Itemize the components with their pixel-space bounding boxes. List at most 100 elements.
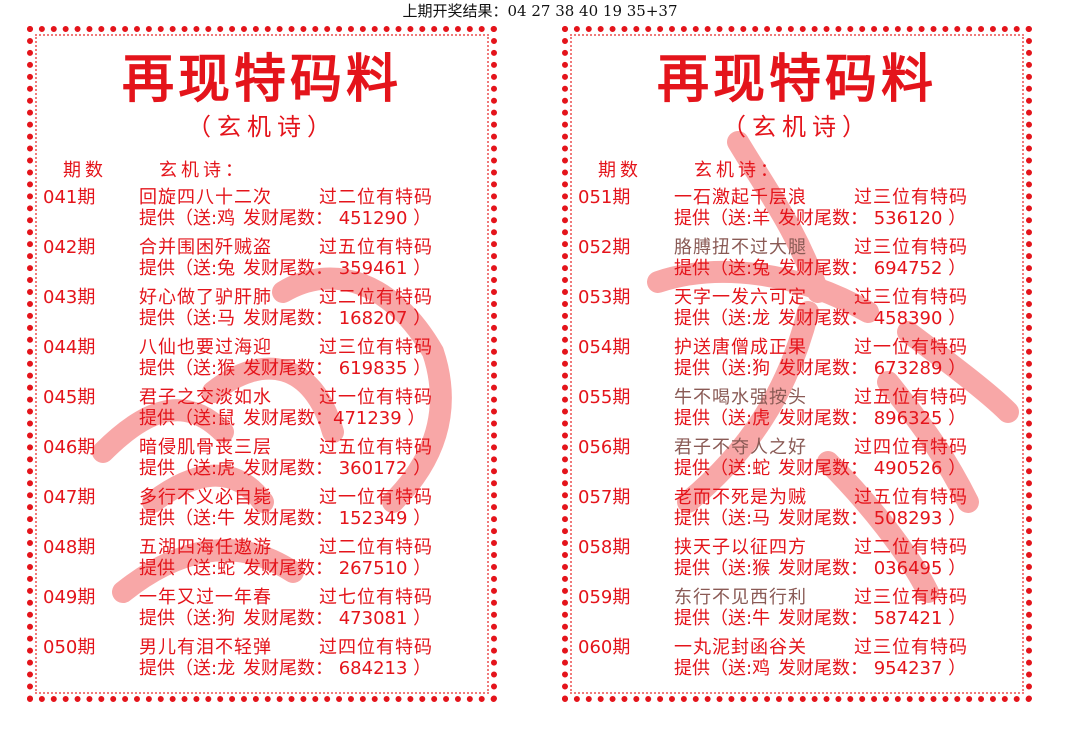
zodiac: 提供（送:马 — [139, 308, 236, 329]
list-item: 050期 男儿有泪不轻弹 过四位有特码 提供（送:龙 发财尾数： 684213 ） — [43, 638, 487, 688]
zodiac: 提供（送:马 — [674, 508, 771, 529]
period: 055期 — [578, 387, 631, 408]
zodiac: 提供（送:狗 — [139, 608, 236, 629]
poem: 八仙也要过海迎 — [139, 337, 272, 358]
hint: 过五位有特码 — [854, 487, 968, 508]
poem-header: 玄机诗： — [694, 160, 782, 181]
tail-numbers: 发财尾数： 490526 ） — [778, 458, 967, 479]
hint: 过五位有特码 — [854, 387, 968, 408]
hint: 过五位有特码 — [319, 437, 433, 458]
period: 041期 — [43, 187, 96, 208]
poem: 回旋四八十二次 — [139, 187, 272, 208]
zodiac: 提供（送:蛇 — [139, 558, 236, 579]
hint: 过七位有特码 — [319, 587, 433, 608]
hint: 过二位有特码 — [319, 187, 433, 208]
hint: 过三位有特码 — [854, 187, 968, 208]
poem: 东行不见西行利 — [674, 587, 807, 608]
hint: 过三位有特码 — [854, 237, 968, 258]
poem: 挟天子以征四方 — [674, 537, 807, 558]
zodiac: 提供（送:狗 — [674, 358, 771, 379]
zodiac: 提供（送:兔 — [139, 258, 236, 279]
zodiac: 提供（送:虎 — [139, 458, 236, 479]
period: 049期 — [43, 587, 96, 608]
poem: 暗侵肌骨丧三层 — [139, 437, 272, 458]
zodiac: 提供（送:牛 — [674, 608, 771, 629]
tail-numbers: 发财尾数： 458390 ） — [778, 308, 967, 329]
poem: 男儿有泪不轻弹 — [139, 637, 272, 658]
hint: 过五位有特码 — [319, 237, 433, 258]
tail-numbers: 发财尾数： 587421 ） — [778, 608, 967, 629]
tail-numbers: 发财尾数： 152349 ） — [243, 508, 432, 529]
zodiac: 提供（送:鸡 — [674, 658, 771, 679]
period: 053期 — [578, 287, 631, 308]
hint: 过三位有特码 — [319, 337, 433, 358]
hint: 过四位有特码 — [854, 437, 968, 458]
tail-numbers: 发财尾数： 619835 ） — [243, 358, 432, 379]
poem: 合并围困歼贼盗 — [139, 237, 272, 258]
hint: 过四位有特码 — [319, 637, 433, 658]
tail-numbers: 发财尾数： 036495 ） — [778, 558, 967, 579]
period: 058期 — [578, 537, 631, 558]
tail-numbers: 发财尾数： 954237 ） — [778, 658, 967, 679]
panel-title: 再现特码料 — [656, 50, 937, 110]
rows-list: 051期 一石激起千层浪 过三位有特码 提供（送:羊 发财尾数： 536120 ） … — [578, 188, 1022, 688]
tail-numbers: 发财尾数： 359461 ） — [243, 258, 432, 279]
zodiac: 提供（送:虎 — [674, 408, 771, 429]
tail-numbers: 发财尾数： 694752 ） — [778, 258, 967, 279]
poem: 一丸泥封函谷关 — [674, 637, 807, 658]
period: 051期 — [578, 187, 631, 208]
tail-numbers: 发财尾数：471239 ） — [243, 408, 426, 429]
hint: 过二位有特码 — [854, 537, 968, 558]
tail-numbers: 发财尾数： 451290 ） — [243, 208, 432, 229]
period: 057期 — [578, 487, 631, 508]
period: 044期 — [43, 337, 96, 358]
tail-numbers: 发财尾数： 473081 ） — [243, 608, 432, 629]
hint: 过一位有特码 — [319, 487, 433, 508]
column-header: 期数 玄机诗： — [598, 160, 834, 182]
period: 046期 — [43, 437, 96, 458]
tail-numbers: 发财尾数： 536120 ） — [778, 208, 967, 229]
period: 054期 — [578, 337, 631, 358]
list-item: 042期 合并围困歼贼盗 过五位有特码 提供（送:兔 发财尾数： 359461 ） — [43, 238, 487, 288]
period: 042期 — [43, 237, 96, 258]
hint: 过三位有特码 — [854, 287, 968, 308]
period-header: 期数 — [598, 160, 642, 181]
list-item: 056期 君子不夺人之好 过四位有特码 提供（送:蛇 发财尾数： 490526 ） — [578, 438, 1022, 488]
zodiac: 提供（送:龙 — [139, 658, 236, 679]
right-panel: 再现特码料 （玄机诗） 期数 玄机诗： 051期 一石激起千层浪 过三位有特码 提供… — [562, 26, 1032, 702]
list-item: 058期 挟天子以征四方 过二位有特码 提供（送:猴 发财尾数： 036495 ） — [578, 538, 1022, 588]
list-item: 060期 一丸泥封函谷关 过三位有特码 提供（送:鸡 发财尾数： 954237 ） — [578, 638, 1022, 688]
zodiac: 提供（送:龙 — [674, 308, 771, 329]
period: 060期 — [578, 637, 631, 658]
poem: 胳膊扭不过大腿 — [674, 237, 807, 258]
tail-numbers: 发财尾数： 267510 ） — [243, 558, 432, 579]
list-item: 055期 牛不喝水强按头 过五位有特码 提供（送:虎 发财尾数： 896325 ） — [578, 388, 1022, 438]
poem: 君子之交淡如水 — [139, 387, 272, 408]
hint: 过二位有特码 — [319, 287, 433, 308]
tail-numbers: 发财尾数： 360172 ） — [243, 458, 432, 479]
list-item: 044期 八仙也要过海迎 过三位有特码 提供（送:猴 发财尾数： 619835 ） — [43, 338, 487, 388]
list-item: 051期 一石激起千层浪 过三位有特码 提供（送:羊 发财尾数： 536120 ） — [578, 188, 1022, 238]
hint: 过一位有特码 — [854, 337, 968, 358]
tail-numbers: 发财尾数： 684213 ） — [243, 658, 432, 679]
zodiac: 提供（送:鸡 — [139, 208, 236, 229]
last-draw-result: 上期开奖结果：04 27 38 40 19 35+37 — [402, 2, 678, 20]
list-item: 045期 君子之交淡如水 过一位有特码 提供（送:鼠 发财尾数：471239 ） — [43, 388, 487, 438]
rows-list: 041期 回旋四八十二次 过二位有特码 提供（送:鸡 发财尾数： 451290 ） … — [43, 188, 487, 688]
list-item: 054期 护送唐僧成正果 过一位有特码 提供（送:狗 发财尾数： 673289 ） — [578, 338, 1022, 388]
poem: 多行不义必自毙 — [139, 487, 272, 508]
zodiac: 提供（送:兔 — [674, 258, 771, 279]
poem-header: 玄机诗： — [159, 160, 247, 181]
poem: 牛不喝水强按头 — [674, 387, 807, 408]
list-item: 048期 五湖四海任遨游 过二位有特码 提供（送:蛇 发财尾数： 267510 ） — [43, 538, 487, 588]
list-item: 053期 天字一发六可定 过三位有特码 提供（送:龙 发财尾数： 458390 ） — [578, 288, 1022, 338]
tail-numbers: 发财尾数： 168207 ） — [243, 308, 432, 329]
zodiac: 提供（送:鼠 — [139, 408, 236, 429]
list-item: 046期 暗侵肌骨丧三层 过五位有特码 提供（送:虎 发财尾数： 360172 ） — [43, 438, 487, 488]
poem: 五湖四海任遨游 — [139, 537, 272, 558]
period-header: 期数 — [63, 160, 107, 181]
period: 059期 — [578, 587, 631, 608]
poem: 一石激起千层浪 — [674, 187, 807, 208]
hint: 过二位有特码 — [319, 537, 433, 558]
list-item: 041期 回旋四八十二次 过二位有特码 提供（送:鸡 发财尾数： 451290 ） — [43, 188, 487, 238]
